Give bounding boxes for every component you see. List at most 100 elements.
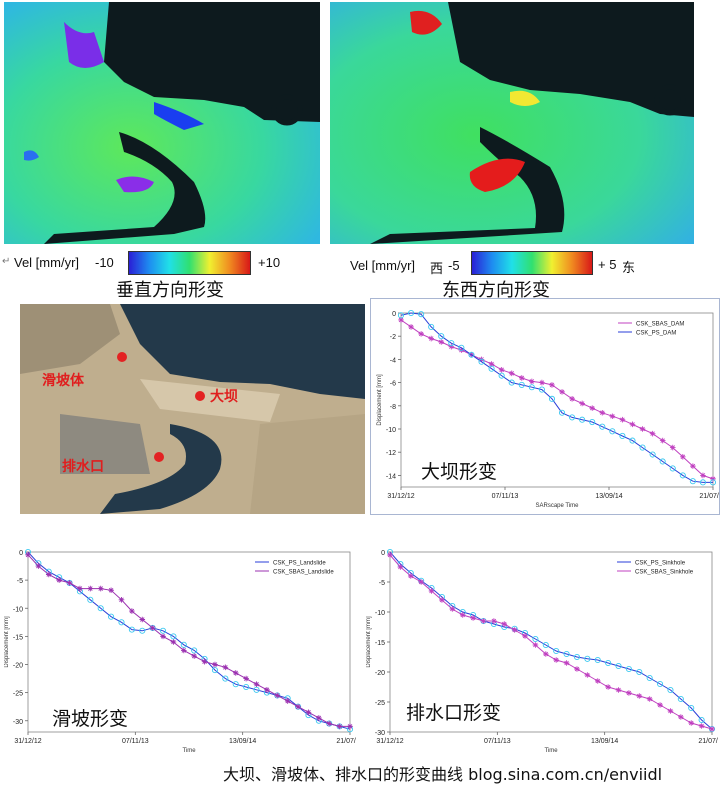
x-tick-label: 13/09/14 — [229, 738, 256, 745]
data-point — [563, 660, 570, 666]
data-point — [480, 618, 487, 624]
data-point — [532, 642, 539, 648]
data-point — [615, 687, 622, 693]
y-tick-label: -30 — [13, 719, 23, 726]
data-point — [615, 662, 622, 670]
data-point — [191, 653, 197, 659]
data-point — [518, 375, 525, 381]
dam-chart-overlay-label: 大坝形变 — [421, 461, 498, 483]
data-point — [232, 670, 239, 676]
eastwest-colorbar — [471, 251, 593, 275]
data-point — [212, 661, 218, 668]
data-point — [458, 344, 465, 351]
data-point — [428, 323, 435, 330]
data-point — [678, 714, 684, 720]
data-point — [574, 666, 580, 672]
data-point — [559, 389, 565, 395]
data-point — [439, 597, 445, 603]
eastwest-colorbar-max: + 5 — [598, 257, 617, 272]
data-point — [428, 588, 435, 594]
y-tick-label: -14 — [386, 473, 396, 480]
y-tick-label: -10 — [375, 610, 385, 617]
data-point — [667, 686, 674, 694]
data-point — [609, 428, 616, 435]
data-point — [491, 618, 497, 624]
data-point — [688, 704, 695, 712]
x-tick-label: 21/07/15 — [699, 493, 719, 500]
y-tick-label: -30 — [375, 730, 385, 737]
data-point — [97, 605, 104, 612]
data-point — [418, 331, 424, 337]
data-point — [669, 465, 676, 472]
data-point — [690, 463, 696, 469]
data-point — [211, 667, 219, 674]
landslide-chart-frame: -30 -25 -20 -15 -10 -5 0 31/12/12 07/11/13 13/09/… — [4, 540, 364, 754]
data-point — [549, 382, 555, 388]
data-point — [498, 372, 505, 379]
data-point — [87, 585, 94, 592]
data-point — [160, 633, 166, 640]
data-point — [66, 580, 73, 586]
data-point — [659, 458, 666, 465]
landslide-label: 滑坡体 — [42, 373, 84, 389]
data-point — [488, 361, 495, 367]
data-point — [542, 641, 549, 649]
data-point — [605, 659, 612, 667]
data-point — [108, 587, 114, 594]
data-point — [397, 312, 405, 319]
plot-area — [27, 551, 351, 733]
data-point — [448, 340, 455, 347]
eastwest-deformation-map — [330, 2, 694, 244]
outlet-chart-frame: -30 -25 -20 -15 -10 -5 0 31/12/12 07/11/13 13/09/… — [366, 540, 722, 754]
data-point — [326, 720, 333, 727]
data-point — [699, 479, 706, 486]
y-tick-label: -25 — [375, 700, 385, 707]
data-point — [498, 367, 505, 373]
data-point — [636, 693, 643, 699]
data-point — [170, 639, 177, 645]
data-point — [599, 423, 606, 430]
data-point — [657, 702, 663, 708]
data-point — [243, 675, 249, 682]
data-point — [698, 716, 705, 724]
data-point — [201, 658, 208, 665]
outlet-label: 排水口 — [62, 459, 104, 475]
data-point — [659, 437, 666, 444]
data-point — [649, 430, 656, 437]
data-point — [284, 698, 291, 704]
data-point — [528, 384, 535, 391]
data-point — [594, 678, 601, 684]
data-point — [253, 686, 260, 693]
data-point — [274, 692, 281, 699]
data-point — [128, 626, 135, 633]
data-point — [649, 451, 656, 458]
y-tick-label: -8 — [390, 404, 396, 411]
x-tick-label: 31/12/12 — [14, 738, 41, 745]
eastwest-colorbar-west: 西 — [430, 261, 444, 276]
data-point — [56, 577, 62, 583]
legend-entry: CSK_PS_Landslide — [273, 561, 326, 567]
data-point — [563, 650, 570, 658]
data-point — [108, 613, 115, 620]
y-tick-label: -10 — [386, 427, 396, 434]
data-point — [689, 478, 696, 485]
data-point — [87, 596, 94, 603]
legend-entry: CSK_SBAS_Landslide — [273, 570, 334, 576]
data-point — [478, 358, 485, 365]
data-point — [584, 655, 591, 662]
y-tick-label: -10 — [13, 606, 23, 613]
data-point — [529, 378, 535, 385]
data-point — [159, 627, 167, 634]
x-axis-label: Time — [544, 748, 558, 752]
vertical-colorbar-min: -10 — [95, 255, 114, 270]
data-point — [418, 579, 424, 585]
x-tick-label: 31/12/12 — [376, 738, 403, 745]
data-point — [698, 723, 705, 729]
data-point — [619, 432, 626, 440]
eastwest-colorbar-label: Vel [mm/yr] — [350, 258, 416, 273]
data-point — [599, 409, 606, 416]
paragraph-mark-icon: ↵ — [2, 256, 11, 267]
data-point — [709, 726, 715, 732]
data-point — [677, 695, 684, 703]
x-tick-label: 31/12/12 — [387, 493, 414, 500]
